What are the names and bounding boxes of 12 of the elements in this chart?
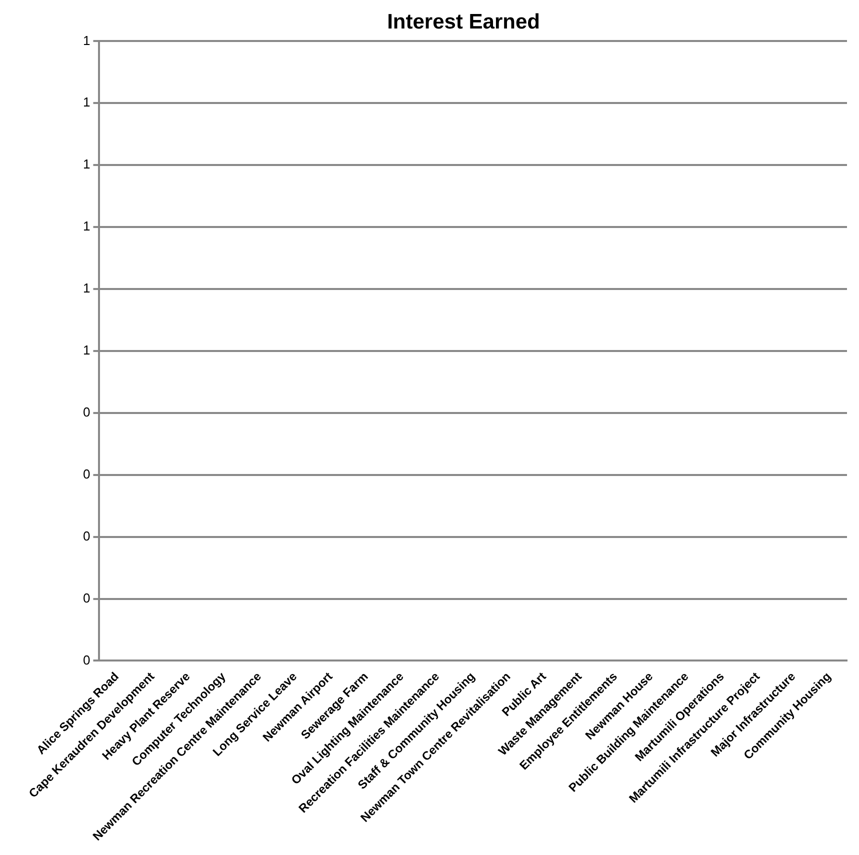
y-tick-label: 1	[82, 32, 90, 48]
y-tick-label: 0	[82, 590, 90, 606]
y-tick-label: 0	[82, 528, 90, 544]
y-tick-label: 0	[82, 652, 90, 668]
y-tick-label: 1	[82, 156, 90, 172]
y-tick-label: 0	[82, 466, 90, 482]
chart-title: Interest Earned	[387, 10, 540, 34]
y-tick-label: 1	[82, 94, 90, 110]
y-tick-label: 1	[82, 280, 90, 296]
y-tick-label: 0	[82, 404, 90, 420]
y-tick-label: 1	[82, 342, 90, 358]
y-tick-label: 1	[82, 218, 90, 234]
